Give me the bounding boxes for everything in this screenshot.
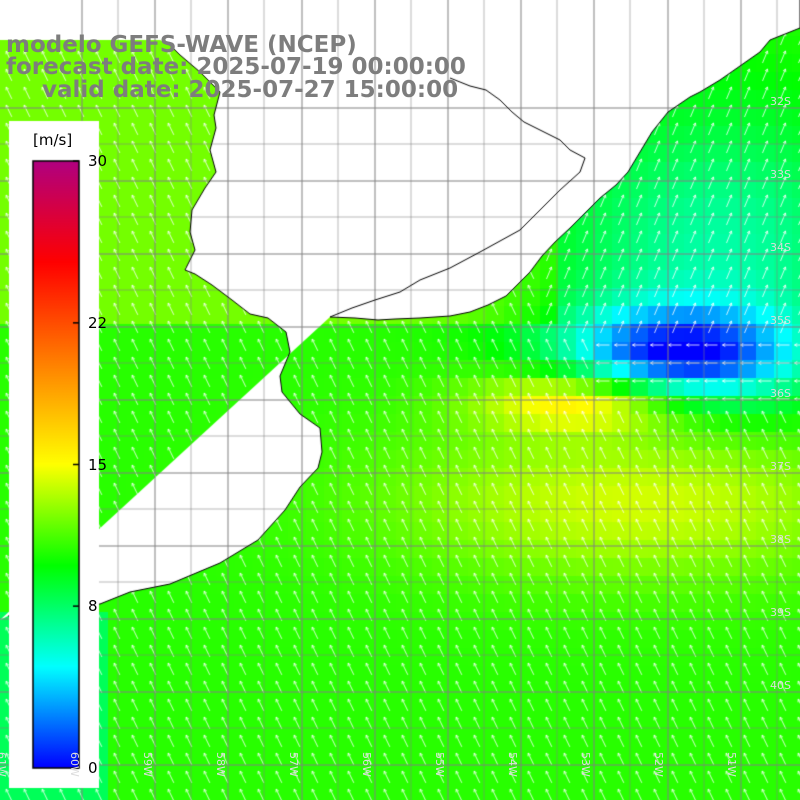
longitude-label: 55W — [433, 752, 446, 777]
colorbar-tick-label: 22 — [88, 313, 108, 332]
longitude-label: 51W — [725, 752, 738, 777]
latitude-label: 37S — [770, 460, 791, 473]
latitude-label: 39S — [770, 606, 791, 619]
latitude-label: 38S — [770, 533, 791, 546]
longitude-label: 61W — [0, 752, 8, 777]
latitude-label: 35S — [770, 314, 791, 327]
latitude-label: 40S — [770, 679, 791, 692]
latitude-label: 32S — [770, 95, 791, 108]
longitude-label: 57W — [287, 752, 300, 777]
model-title: modelo GEFS-WAVE (NCEP) — [6, 32, 357, 58]
longitude-label: 58W — [214, 752, 227, 777]
forecast-date: forecast date: 2025-07-19 00:00:00 — [6, 54, 466, 80]
latitude-label: 34S — [770, 241, 791, 254]
valid-date: valid date: 2025-07-27 15:00:00 — [42, 77, 459, 103]
longitude-label: 56W — [360, 752, 373, 777]
colorbar-tick-label: 0 — [88, 759, 98, 777]
longitude-label: 59W — [141, 752, 154, 777]
latitude-label: 33S — [770, 168, 791, 181]
colorbar-tick-label: 15 — [88, 455, 108, 474]
latitude-label: 36S — [770, 387, 791, 400]
colorbar-units: [m/s] — [33, 131, 73, 149]
longitude-label: 52W — [652, 752, 665, 777]
colorbar-tick-label: 8 — [88, 597, 98, 616]
longitude-label: 54W — [506, 752, 519, 777]
colorbar-tick-label: 30 — [88, 152, 108, 170]
longitude-label: 60W — [68, 752, 81, 777]
longitude-label: 53W — [579, 752, 592, 777]
